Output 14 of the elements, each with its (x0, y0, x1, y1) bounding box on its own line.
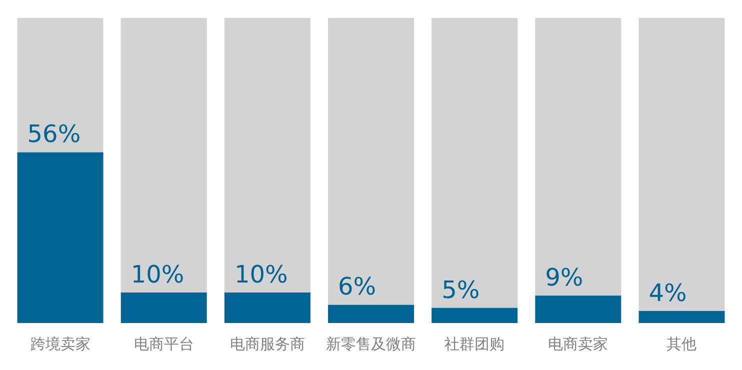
data-label: 6% (338, 272, 376, 301)
x-tick-label: 其他 (666, 335, 697, 353)
data-label: 10% (130, 260, 184, 288)
data-label: 9% (545, 264, 584, 292)
data-label: 4% (648, 278, 687, 307)
x-tick-label: 电商平台 (134, 335, 194, 353)
x-tick-label: 电商卖家 (548, 335, 608, 353)
x-tick-label: 社群团购 (444, 335, 505, 353)
data-label: 56% (27, 120, 81, 148)
x-tick-label: 跨境卖家 (30, 335, 90, 353)
x-tick-label: 电商服务商 (230, 335, 305, 353)
data-label: 10% (234, 260, 288, 288)
x-tick-label: 新零售及微商 (326, 335, 416, 353)
data-label: 5% (442, 276, 480, 304)
